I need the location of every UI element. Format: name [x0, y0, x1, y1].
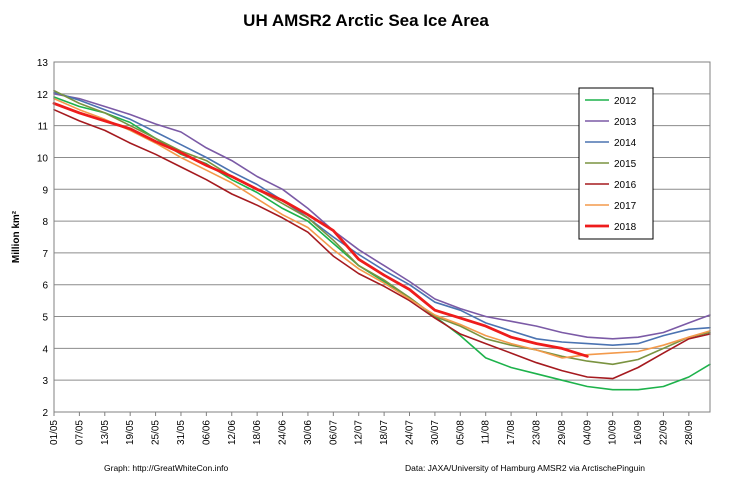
y-tick-label: 10 — [37, 153, 49, 164]
footer-credit-left: Graph: http://GreatWhiteCon.info — [104, 463, 229, 473]
x-tick-label: 06/07 — [328, 420, 339, 445]
plot-border — [53, 61, 711, 413]
x-axis-ticks: 01/05 07/05 13/05 19/05 25/05 31/05 06/06 12/06… — [49, 412, 695, 445]
x-tick-label: 11/08 — [481, 420, 492, 445]
series-line-2018 — [52, 102, 589, 358]
series-line-2016 — [53, 108, 711, 380]
y-tick-label: 5 — [42, 313, 48, 324]
legend-label-2015: 2015 — [614, 159, 637, 170]
x-tick-label: 10/09 — [608, 420, 619, 445]
x-tick-label: 16/09 — [633, 420, 644, 445]
chart-title: UH AMSR2 Arctic Sea Ice Area — [243, 11, 489, 30]
x-tick-label: 01/05 — [49, 420, 60, 445]
y-tick-label: 7 — [42, 249, 48, 260]
legend-label-2013: 2013 — [614, 117, 637, 128]
series-line-2013 — [53, 93, 711, 340]
x-tick-label: 12/06 — [227, 420, 238, 445]
series-line-2012 — [53, 96, 711, 391]
x-tick-label: 29/08 — [557, 420, 568, 445]
legend: 2012 2013 2014 2015 2016 2017 2018 — [578, 87, 654, 240]
legend-label-2012: 2012 — [614, 96, 637, 107]
legend-label-2014: 2014 — [614, 138, 637, 149]
footer-credit-right: Data: JAXA/University of Hamburg AMSR2 v… — [405, 463, 645, 473]
x-tick-label: 06/06 — [201, 420, 212, 445]
series-line-2015 — [53, 89, 711, 366]
x-tick-label: 30/06 — [303, 420, 314, 445]
series-line-2014 — [53, 91, 711, 346]
x-tick-label: 18/06 — [252, 420, 263, 445]
y-tick-label: 4 — [42, 344, 48, 355]
legend-label-2017: 2017 — [614, 201, 637, 212]
y-tick-label: 6 — [42, 281, 48, 292]
x-tick-label: 13/05 — [100, 420, 111, 445]
x-tick-label: 19/05 — [125, 420, 136, 445]
x-tick-label: 24/07 — [405, 420, 416, 445]
y-axis-ticks: 2 3 4 5 6 7 8 9 10 11 12 13 — [37, 58, 49, 419]
x-tick-label: 04/09 — [582, 420, 593, 445]
x-tick-label: 17/08 — [506, 420, 517, 445]
x-tick-label: 12/07 — [354, 420, 365, 445]
legend-label-2016: 2016 — [614, 180, 637, 191]
x-tick-label: 05/08 — [455, 420, 466, 445]
x-tick-label: 18/07 — [379, 420, 390, 445]
y-tick-label: 9 — [42, 185, 48, 196]
series-line-2017 — [53, 97, 711, 359]
x-tick-label: 31/05 — [176, 420, 187, 445]
series-lines — [52, 89, 711, 391]
y-tick-label: 13 — [37, 58, 49, 69]
y-tick-label: 12 — [37, 90, 49, 101]
y-tick-label: 11 — [38, 122, 49, 133]
x-tick-label: 25/05 — [151, 420, 162, 445]
x-tick-label: 24/06 — [278, 420, 289, 445]
x-tick-label: 30/07 — [430, 420, 441, 445]
x-tick-label: 23/08 — [531, 420, 542, 445]
y-axis-label: Million km² — [11, 210, 22, 263]
legend-label-2018: 2018 — [614, 222, 637, 233]
x-tick-label: 22/09 — [658, 420, 669, 445]
x-tick-label: 07/05 — [74, 420, 85, 445]
y-tick-label: 2 — [42, 408, 48, 419]
x-tick-label: 28/09 — [684, 420, 695, 445]
y-tick-label: 3 — [42, 376, 48, 387]
y-tick-label: 8 — [42, 217, 48, 228]
